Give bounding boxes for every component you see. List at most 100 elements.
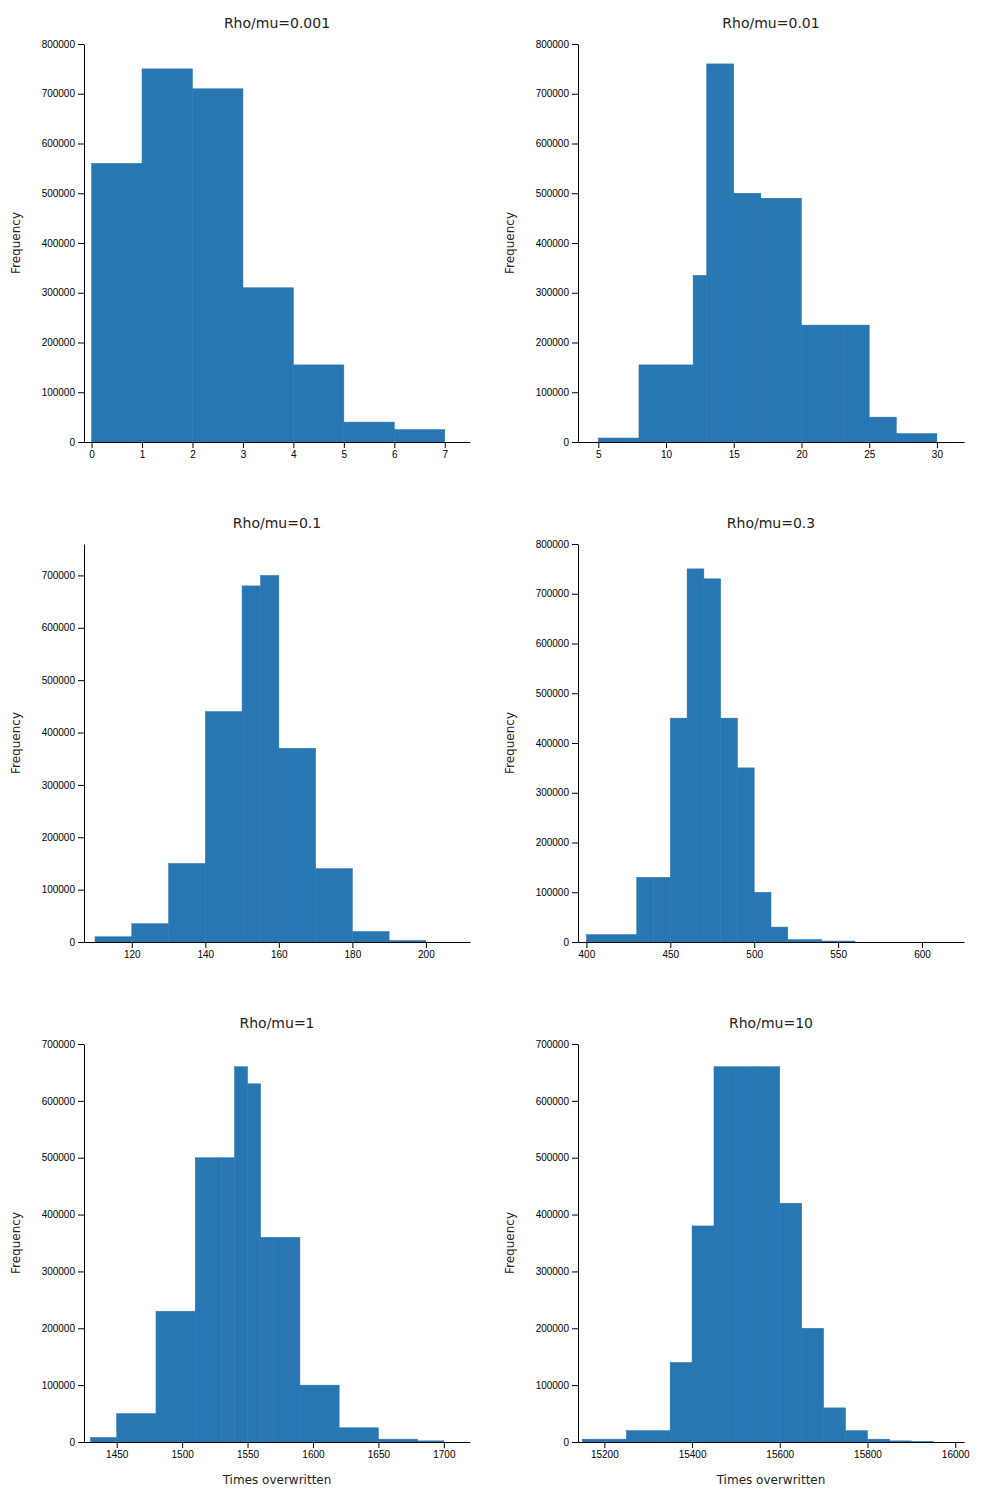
x-tick-mark <box>182 1442 183 1448</box>
x-tick-label: 400 <box>579 949 596 960</box>
y-tick: 200000 <box>42 1323 84 1334</box>
bar <box>169 863 206 942</box>
bar <box>389 940 426 942</box>
y-tick-label: 500000 <box>536 188 570 199</box>
x-tick-mark <box>205 942 206 948</box>
y-tick-label: 0 <box>563 937 569 948</box>
y-tick: 700000 <box>42 88 84 99</box>
x-tick: 1650 <box>368 1442 391 1460</box>
bar <box>670 1362 692 1442</box>
y-tick-label: 800000 <box>536 39 570 50</box>
y-tick: 200000 <box>42 832 84 843</box>
x-tick: 10 <box>661 442 673 460</box>
y-tick-mark <box>572 343 578 344</box>
x-axis: 1520015400156001580016000 <box>579 1442 971 1460</box>
bar <box>758 1067 780 1442</box>
bar <box>117 1414 156 1442</box>
y-tick-label: 700000 <box>536 1039 570 1050</box>
bar <box>737 768 754 942</box>
bar <box>721 718 738 942</box>
x-tick: 15200 <box>591 1442 619 1460</box>
y-tick-mark <box>572 644 578 645</box>
x-tick-mark <box>780 1442 781 1448</box>
x-tick-label: 4 <box>291 449 297 460</box>
x-tick: 1450 <box>106 1442 129 1460</box>
x-axis: 01234567 <box>85 442 471 460</box>
x-tick: 600 <box>914 942 931 960</box>
y-tick-mark <box>572 1442 578 1443</box>
bar <box>754 892 771 942</box>
panel: 0123456701000002000003000004000005000006… <box>9 15 471 460</box>
y-tick: 500000 <box>536 1152 578 1163</box>
y-tick: 400000 <box>536 738 578 749</box>
bar <box>344 422 394 442</box>
y-tick-mark <box>78 392 84 393</box>
x-tick-mark <box>344 442 345 448</box>
y-axis-line <box>578 545 579 943</box>
y-tick-mark <box>78 1158 84 1159</box>
y-tick-mark <box>78 942 84 943</box>
x-tick: 16000 <box>942 1442 970 1460</box>
y-tick-label: 100000 <box>536 387 570 398</box>
plot-area <box>582 1067 933 1442</box>
x-tick-mark <box>293 442 294 448</box>
x-axis-title: Times overwritten <box>716 1473 826 1487</box>
bar <box>771 927 788 942</box>
x-tick: 500 <box>746 942 763 960</box>
x-tick-label: 160 <box>271 949 288 960</box>
x-tick: 4 <box>291 442 297 460</box>
y-tick-mark <box>78 243 84 244</box>
x-tick-label: 0 <box>89 449 95 460</box>
y-axis-line <box>578 45 579 443</box>
title: Rho/mu=1 <box>239 1015 314 1031</box>
bar <box>352 932 389 942</box>
bar <box>205 712 242 942</box>
y-tick-mark <box>572 1328 578 1329</box>
bar <box>95 937 132 942</box>
y-tick: 400000 <box>536 238 578 249</box>
y-tick: 300000 <box>536 787 578 798</box>
y-tick: 700000 <box>536 88 578 99</box>
x-tick-mark <box>869 442 870 448</box>
bar <box>692 1226 714 1442</box>
y-tick: 200000 <box>536 1323 578 1334</box>
panel: 1450150015501600165017000100000200000300… <box>9 1015 471 1487</box>
y-tick: 100000 <box>536 387 578 398</box>
x-axis: 145015001550160016501700 <box>85 1442 471 1460</box>
y-tick-label: 100000 <box>42 387 76 398</box>
title: Rho/mu=0.3 <box>727 515 815 531</box>
x-tick-label: 1600 <box>302 1449 325 1460</box>
bar <box>896 434 937 442</box>
x-tick-mark <box>279 942 280 948</box>
x-tick: 15400 <box>679 1442 707 1460</box>
x-axis-line <box>85 942 471 943</box>
x-tick: 1 <box>140 442 146 460</box>
y-tick-label: 400000 <box>536 738 570 749</box>
panel: 1201401601802000100000200000300000400000… <box>9 515 471 960</box>
bar <box>889 1441 911 1442</box>
y-tick-label: 700000 <box>42 570 76 581</box>
bar <box>780 1203 802 1442</box>
y-tick-mark <box>572 1385 578 1386</box>
y-tick-mark <box>572 1215 578 1216</box>
x-tick-label: 20 <box>796 449 808 460</box>
x-tick-mark <box>801 442 802 448</box>
x-tick: 160 <box>271 942 288 960</box>
x-tick-mark <box>426 942 427 948</box>
bar <box>293 365 343 442</box>
y-tick: 600000 <box>536 138 578 149</box>
x-axis: 400450500550600 <box>579 942 965 960</box>
bar <box>297 748 315 942</box>
y-tick-label: 300000 <box>536 787 570 798</box>
y-tick: 400000 <box>42 238 84 249</box>
x-tick-label: 15400 <box>679 1449 707 1460</box>
y-tick-label: 500000 <box>42 188 76 199</box>
bar <box>274 1237 300 1442</box>
x-tick-label: 1550 <box>237 1449 260 1460</box>
bar <box>339 1428 378 1442</box>
y-tick-label: 400000 <box>536 1209 570 1220</box>
y-tick-mark <box>78 628 84 629</box>
title: Rho/mu=0.001 <box>224 15 330 31</box>
y-tick-label: 300000 <box>536 1266 570 1277</box>
y-tick-mark <box>78 1215 84 1216</box>
